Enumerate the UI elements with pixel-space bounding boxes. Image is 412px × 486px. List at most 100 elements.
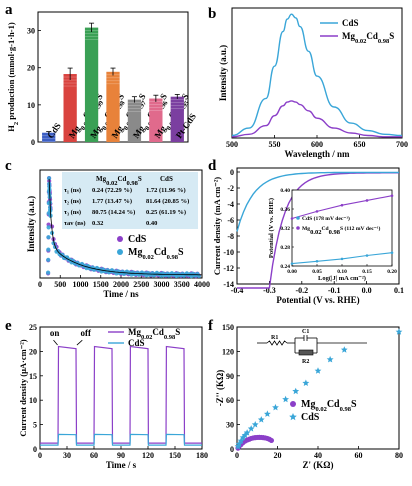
text-span: Cd: [366, 31, 378, 41]
y-tick-label: 150: [222, 323, 234, 332]
table-cell: 0.40: [146, 220, 157, 227]
inset-x-tick-label: 0.00: [287, 269, 297, 275]
y-tick-label: -10: [223, 248, 234, 257]
inset-x-tick-label: 0.20: [387, 269, 397, 275]
y-tick-label: 25: [29, 323, 37, 332]
text-span: Mg: [302, 226, 310, 232]
x-axis-label: Z' (KΩ): [303, 460, 334, 470]
legend-label: CdS: [128, 338, 145, 348]
legend-marker: [117, 236, 123, 242]
subscript: 0.98: [167, 254, 179, 261]
inset-legend-label: CdS (178 mV dec⁻¹): [302, 215, 350, 222]
legend-marker: [289, 413, 297, 421]
y-tick-label: 0: [230, 445, 234, 454]
table-cell: 1.77 (13.47 %): [92, 198, 132, 205]
inset-legend-marker: [296, 216, 300, 220]
y-tick-label: -8: [227, 232, 234, 241]
bar: [149, 98, 163, 142]
table-cell: 0.25 (61.19 %): [146, 209, 186, 216]
inset-x-tick-label: 0.15: [362, 269, 372, 275]
current-trace: [40, 433, 202, 446]
x-tick-label: -0.4: [231, 286, 244, 295]
subscript: 0.02: [355, 38, 366, 45]
subscript: 0.98: [340, 406, 352, 413]
text-span: Cd: [321, 226, 329, 232]
inset-y-tick-label: 0.28: [280, 245, 290, 251]
circuit-label: R2: [302, 359, 309, 365]
nyquist-star: [247, 425, 255, 432]
nyquist-star: [395, 328, 403, 335]
table-header: CdS: [160, 175, 173, 183]
x-tick-label: 120: [142, 451, 154, 460]
x-tick-label: 1000: [73, 280, 89, 289]
panel-f-frame: [236, 326, 400, 450]
y-axis-label: Current density (μA·cm⁻²): [18, 339, 28, 436]
x-tick-label: 60: [90, 451, 98, 460]
nyquist-star: [235, 440, 243, 447]
nyquist-star: [340, 346, 348, 353]
category-label-group: CdS: [45, 121, 63, 140]
nyquist-star: [282, 395, 289, 403]
decay-point: [46, 247, 51, 252]
text-span: S (112 mV dec⁻¹): [340, 225, 381, 232]
nyquist-star: [257, 416, 265, 423]
text-span: S: [178, 247, 184, 258]
legend-marker: [117, 249, 123, 255]
x-tick-label: 180: [196, 451, 208, 460]
inset-point: [290, 217, 294, 220]
nyquist-star: [251, 421, 259, 428]
y-tick-label: -4: [227, 200, 234, 209]
panel-letter: e: [5, 318, 12, 334]
decay-point: [46, 270, 51, 275]
x-tick-label: 0.1: [394, 286, 404, 295]
text-span: ): [6, 22, 16, 25]
panel-letter: d: [208, 158, 217, 174]
bar: [170, 96, 184, 142]
x-tick-label: 0: [235, 451, 239, 460]
bar: [106, 71, 120, 142]
nyquist-star: [264, 410, 271, 417]
panel-letter: b: [208, 6, 216, 22]
table-header: Mg0.02Cd0.98S: [96, 175, 142, 187]
table-cell: 0.32: [92, 220, 103, 227]
circuit-resistor: [298, 349, 314, 356]
bar: [84, 27, 99, 143]
table-cell: 1.72 (11.96 %): [146, 187, 186, 194]
x-tick-label: 500: [226, 140, 238, 149]
nyquist-star: [302, 379, 310, 386]
y-tick-label: 0: [33, 445, 37, 454]
y-axis-label-group: Current density (mA cm⁻²): [212, 177, 222, 275]
subscript: 2: [13, 122, 20, 125]
text-span: H: [6, 125, 16, 132]
inset-legend-marker: [296, 226, 300, 230]
y-tick-label: 15: [29, 372, 37, 381]
x-tick-label: 0: [38, 451, 42, 460]
y-tick-label: -14: [223, 280, 234, 289]
annotation-on: on: [50, 328, 60, 338]
nyquist-star: [314, 367, 322, 374]
x-tick-label: 1500: [93, 280, 109, 289]
y-tick-label: 120: [222, 347, 234, 356]
y-tick-label: 60: [226, 396, 234, 405]
table-cell: 80.75 (14.24 %): [92, 209, 135, 216]
nyquist-star: [326, 355, 334, 363]
x-tick-label: 650: [354, 140, 366, 149]
nyquist-star: [241, 431, 249, 439]
subscript: 0.02: [106, 180, 117, 187]
x-tick-label: 700: [396, 140, 408, 149]
x-tick-label: -0.3: [263, 286, 276, 295]
inset-point: [365, 254, 369, 257]
y-tick-label: -12: [223, 264, 234, 273]
y-tick-label: 20: [29, 347, 37, 356]
table-cell: 0.24 (72.29 %): [92, 187, 132, 194]
inset-point: [290, 262, 294, 265]
y-axis-label: Current density (mA cm⁻²): [212, 177, 222, 275]
inset-y-label-group: Potential (V vs. RHE): [268, 198, 275, 258]
y-axis-label-group: H2 production (mmol·g-1·h-1): [6, 22, 20, 132]
inset-point: [315, 259, 319, 263]
panel-d-frame: [236, 167, 400, 285]
table-bg: [62, 172, 198, 229]
inset-point: [365, 199, 369, 202]
y-axis-label: H2 production (mmol·g-1·h-1): [6, 22, 20, 132]
